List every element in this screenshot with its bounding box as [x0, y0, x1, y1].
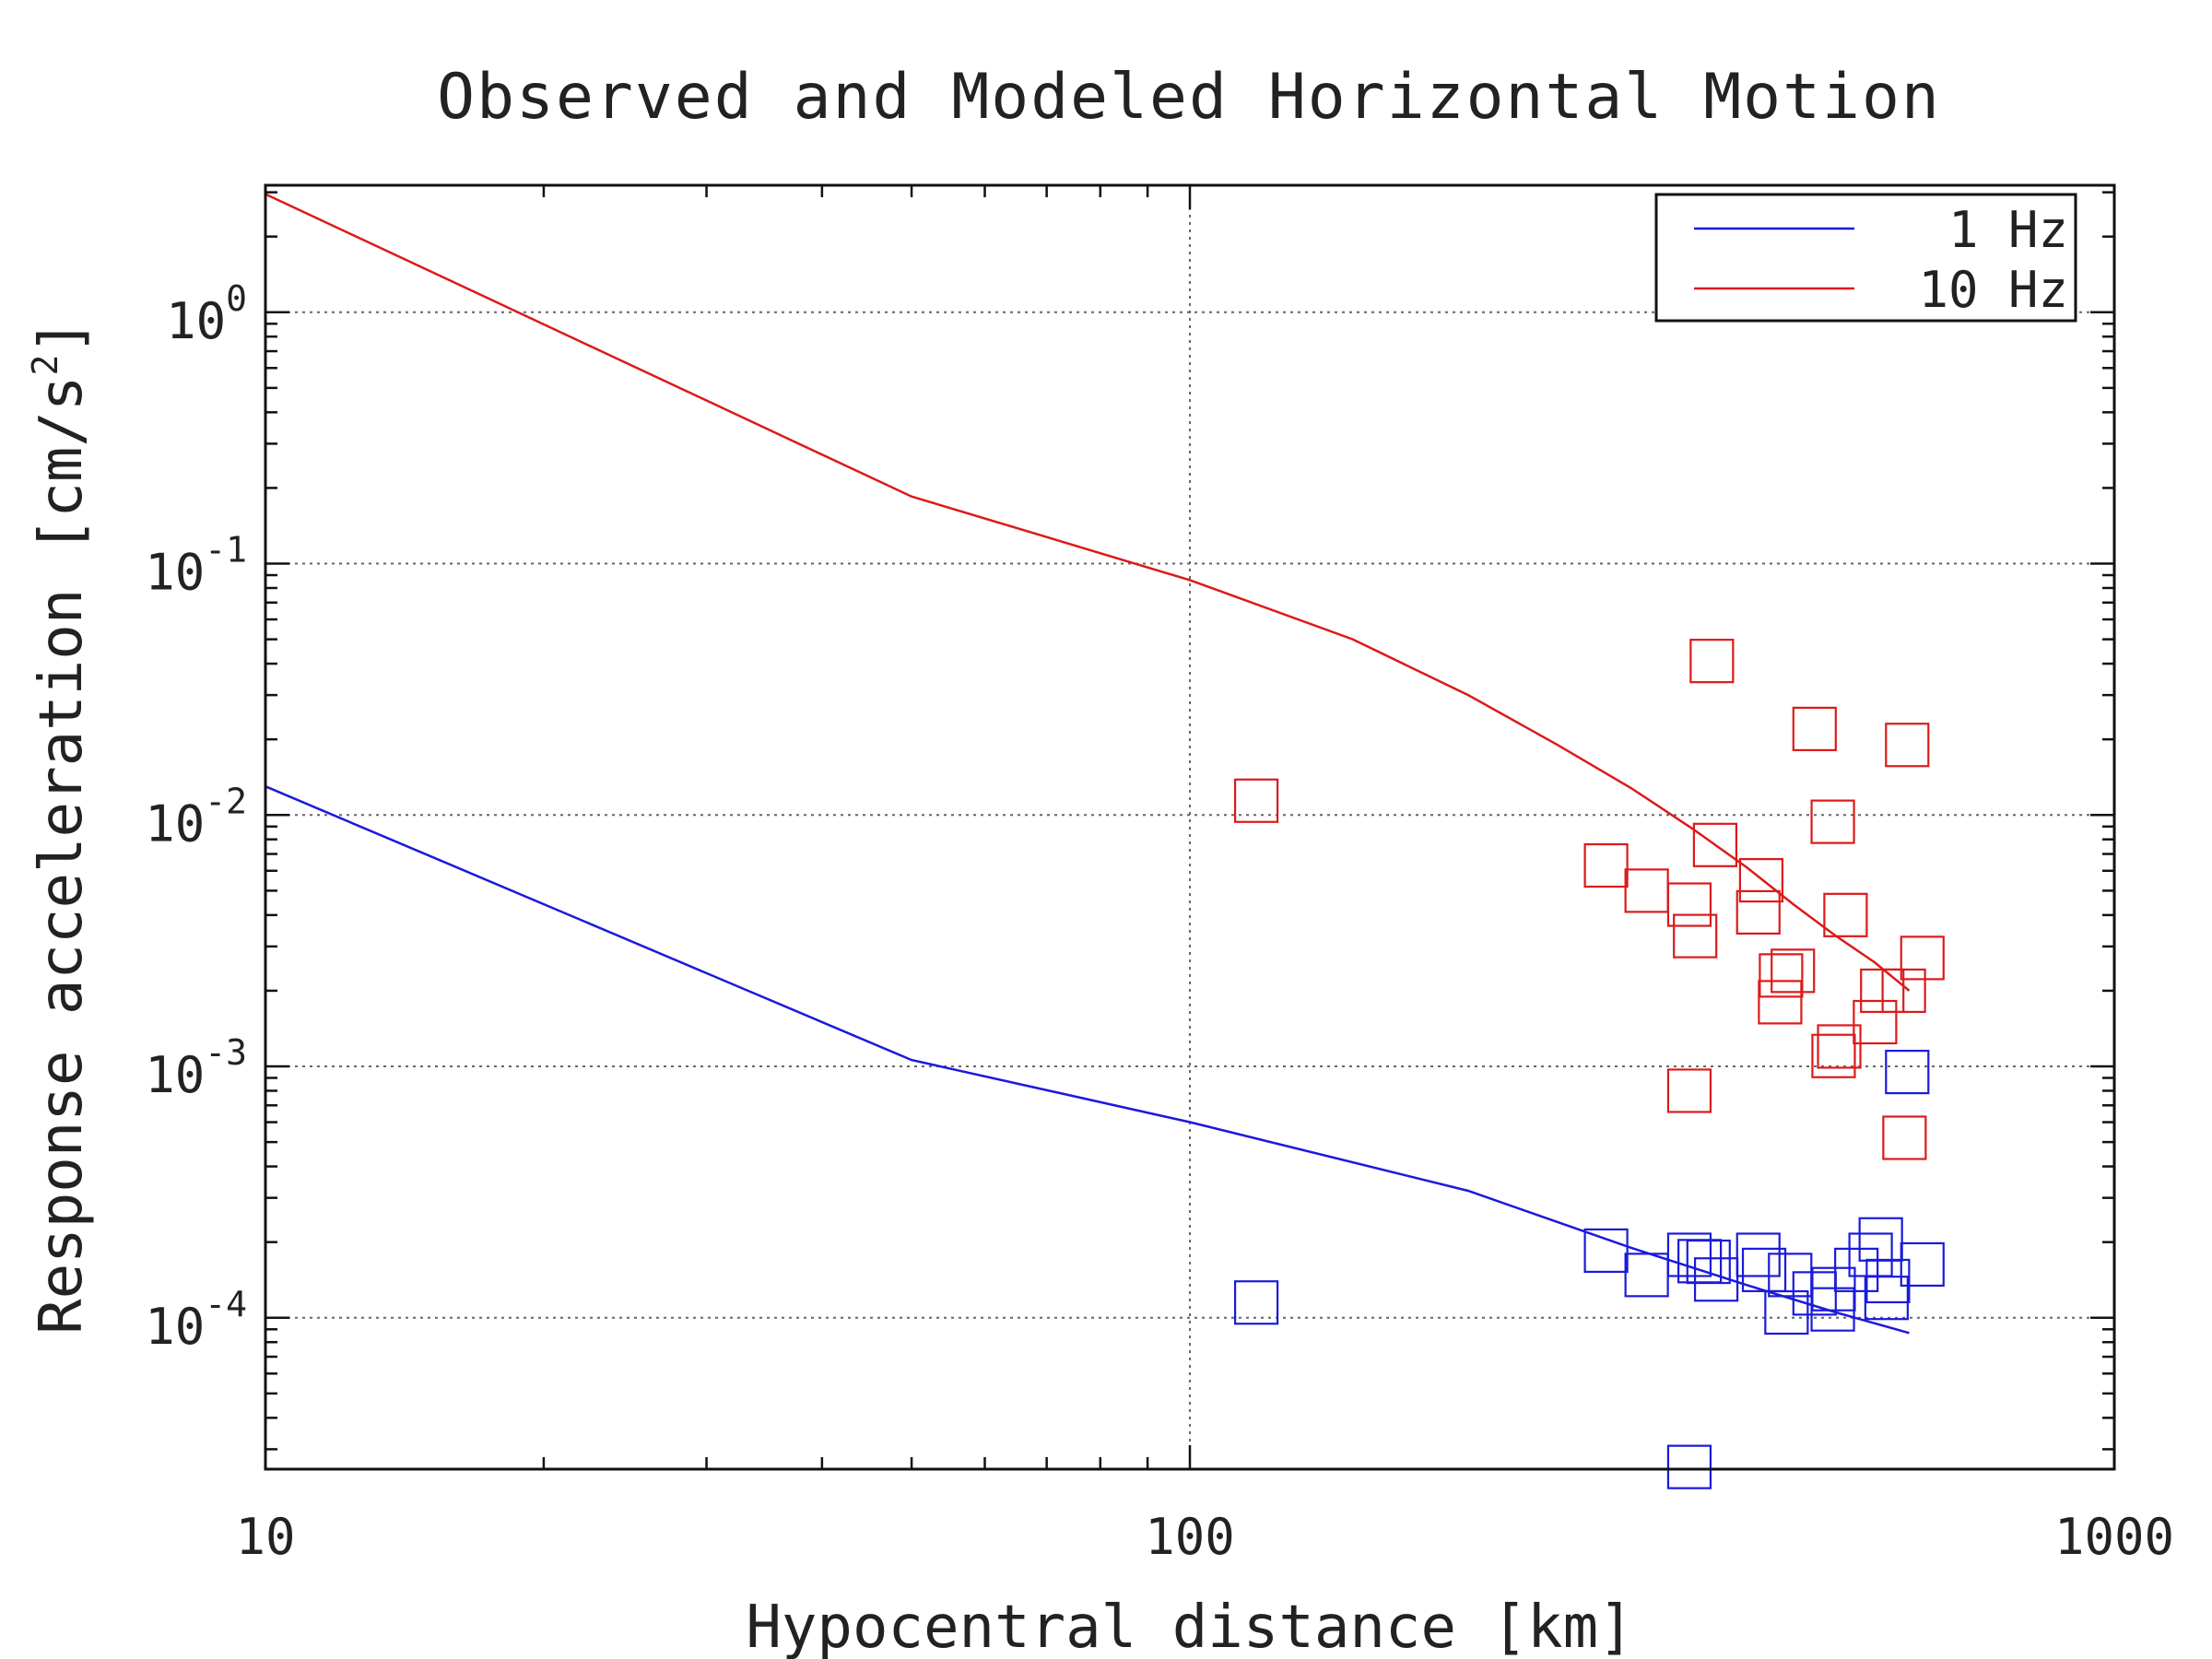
observed-marker	[1881, 968, 1926, 1014]
observed-marker	[1233, 778, 1279, 823]
legend-label-10hz: 10 Hz	[1918, 261, 2068, 319]
legend-label-1hz: 1 Hz	[1948, 201, 2068, 259]
y-tick-label-base: 10	[166, 292, 226, 350]
observed-marker	[1900, 1241, 1945, 1288]
y-tick-label: 100	[166, 278, 247, 350]
y-tick-label: 10-4	[145, 1284, 247, 1356]
observed-marker	[1810, 799, 1855, 844]
y-tick-label: 10-2	[145, 781, 247, 853]
observed-marker	[1666, 1232, 1712, 1277]
observed-marker	[1583, 842, 1629, 888]
x-tick-label: 100	[1145, 1508, 1235, 1566]
y-axis-label-exponent: 2	[25, 355, 65, 376]
observed-marker	[1759, 953, 1804, 998]
observed-marker	[1686, 1239, 1731, 1285]
observed-marker	[1583, 1228, 1629, 1274]
observed-marker	[1823, 892, 1868, 937]
chart-title: Observed and Modeled Horizontal Motion	[437, 61, 1941, 134]
observed-marker	[1692, 822, 1738, 867]
observed-marker	[1673, 913, 1718, 959]
y-tick-label-exponent: -4	[205, 1284, 247, 1324]
observed-marker	[1738, 858, 1784, 903]
y-tick-label-exponent: -2	[205, 781, 247, 821]
observed-marker	[1792, 706, 1837, 751]
observed-marker	[1864, 1276, 1909, 1321]
y-tick-label-base: 10	[145, 794, 205, 853]
observed-marker	[1810, 1287, 1855, 1332]
y-tick-label: 10-3	[145, 1032, 247, 1104]
observed-marker	[1882, 1115, 1927, 1160]
y-tick-label-base: 10	[145, 1046, 205, 1104]
observed-marker	[1817, 1024, 1862, 1069]
observed-marker	[1853, 999, 1898, 1045]
x-tick-labels: 10 100 1000	[235, 1508, 2174, 1566]
y-tick-label: 10-1	[145, 530, 247, 602]
y-tick-label-exponent: 0	[226, 278, 247, 319]
legend-box	[1654, 193, 2077, 323]
observed-marker	[1885, 723, 1930, 768]
grid-layer	[265, 185, 2114, 1469]
observed-marker	[1741, 1247, 1787, 1292]
y-tick-label-base: 10	[145, 1298, 205, 1356]
observed-marker	[1811, 1033, 1856, 1078]
y-axis-label-main: Response acceleration [cm/s	[28, 376, 96, 1335]
observed-marker	[1900, 935, 1945, 981]
observed-marker	[1735, 1232, 1781, 1277]
observed-marker	[1865, 1258, 1911, 1304]
y-tick-label-exponent: -3	[205, 1032, 247, 1073]
series-layer	[265, 193, 1945, 1489]
x-tick-label: 1000	[2054, 1508, 2174, 1566]
observed-marker	[1758, 980, 1803, 1025]
y-tick-label-base: 10	[145, 544, 205, 602]
observed-marker	[1764, 1289, 1809, 1335]
x-axis-label: Hypocentral distance [km]	[746, 1594, 1633, 1659]
legend: 1 Hz 10 Hz	[1654, 193, 2077, 323]
observed-marker	[1771, 948, 1816, 994]
observed-marker	[1768, 1253, 1813, 1298]
model-line-series-0	[265, 785, 1910, 1335]
observed-marker	[1885, 1050, 1930, 1095]
plot-frame	[264, 183, 2116, 1471]
observed-marker	[1666, 1444, 1712, 1489]
y-tick-label-exponent: -1	[205, 530, 247, 571]
x-tick-label: 10	[235, 1508, 295, 1566]
y-axis-label: Response acceleration [cm/s2]	[25, 319, 96, 1335]
observed-marker	[1834, 1247, 1879, 1292]
y-axis-label-end: ]	[28, 319, 96, 355]
observed-marker	[1792, 1271, 1837, 1316]
observed-marker	[1666, 1068, 1712, 1113]
tick-layer	[264, 185, 2114, 1469]
observed-marker	[1233, 1280, 1279, 1325]
observed-marker	[1689, 639, 1735, 684]
observed-marker	[1666, 882, 1712, 927]
observed-marker	[1693, 1257, 1739, 1302]
observed-marker	[1735, 889, 1781, 935]
